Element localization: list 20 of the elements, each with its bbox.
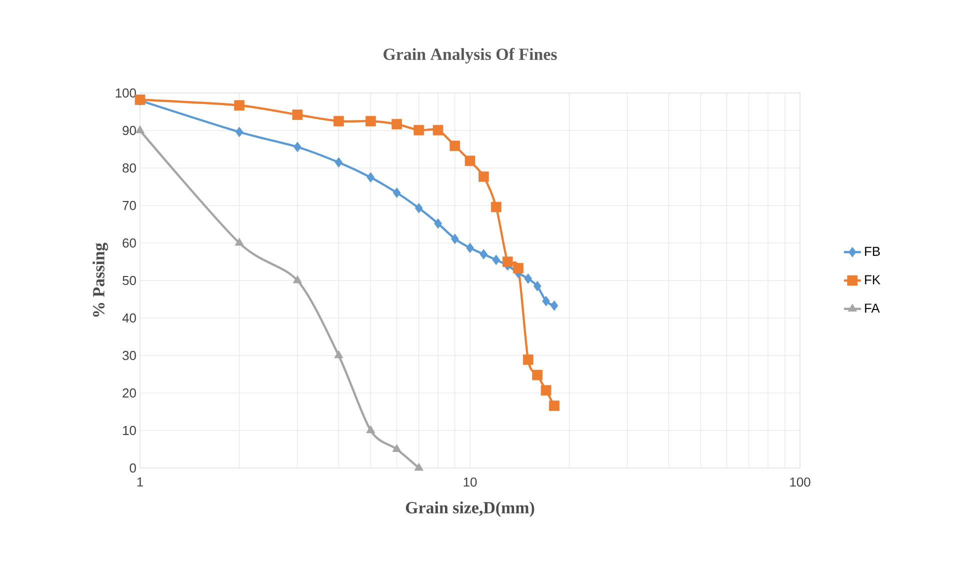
y-tick-label: 20: [122, 388, 136, 398]
y-tick-label: 30: [122, 350, 136, 360]
y-tick-label: 0: [130, 463, 136, 473]
legend-label: FK: [865, 275, 880, 284]
legend-label: FA: [865, 304, 880, 313]
y-tick-label: 40: [122, 313, 136, 323]
chart-title: Grain Analysis Of Fines: [384, 48, 557, 64]
y-tick-label: 10: [123, 426, 136, 436]
y-tick-label: 70: [122, 200, 136, 210]
y-tick-label: 50: [122, 276, 136, 286]
legend-label: FB: [865, 246, 880, 256]
y-axis-title: % Passing: [92, 242, 108, 317]
x-tick-label: 1: [137, 478, 143, 486]
y-tick-label: 60: [122, 238, 136, 248]
x-tick-label: 100: [790, 478, 810, 487]
y-tick-label: 80: [122, 163, 136, 173]
y-tick-label: 90: [122, 126, 136, 136]
x-axis-title: Grain size,D(mm): [406, 502, 534, 517]
y-tick-label: 100: [116, 88, 136, 98]
x-tick-label: 10: [464, 478, 477, 487]
